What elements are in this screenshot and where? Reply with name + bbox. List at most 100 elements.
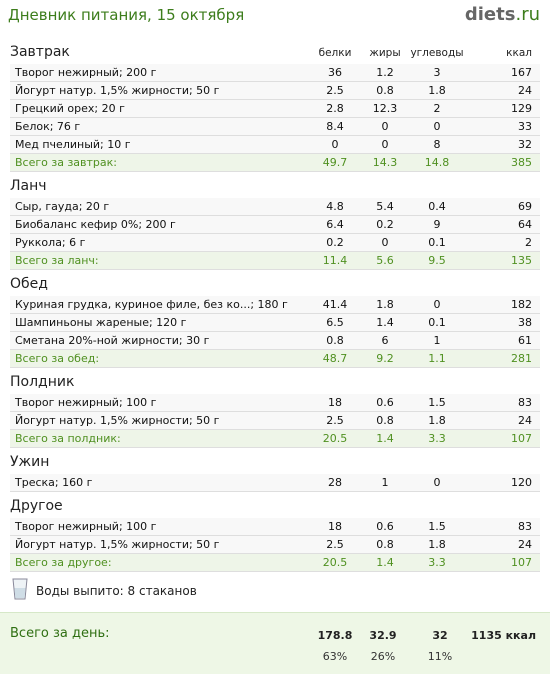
food-row: Сметана 20%-ной жирности; 30 г 0.8 6 1 61	[10, 332, 540, 350]
item-value: 11.4	[322, 254, 348, 267]
item-value: 385	[511, 156, 532, 169]
item-value: 49.7	[322, 156, 348, 169]
day-total-percent: 11%	[427, 650, 453, 663]
column-header: ккал	[506, 47, 532, 59]
item-value: 1.5	[428, 396, 446, 409]
section-title: Полдник	[10, 374, 75, 390]
logo-main: diets	[464, 4, 516, 25]
item-name: Творог нежирный; 100 г	[15, 396, 157, 409]
section-title: Другое	[10, 498, 63, 514]
item-value: 2.5	[326, 538, 344, 551]
item-value: 0	[381, 236, 389, 249]
column-header: жиры	[369, 47, 401, 59]
item-value: 9.2	[376, 352, 394, 365]
item-value: 41.4	[322, 298, 348, 311]
item-value: 9	[433, 218, 441, 231]
item-name: Куриная грудка, куриное филе, без ко...;…	[15, 298, 288, 311]
item-value: 0.8	[326, 334, 344, 347]
item-name: Белок; 76 г	[15, 120, 81, 133]
total-row: Всего за ланч: 11.4 5.6 9.5 135	[10, 252, 540, 270]
section-title: Ланч	[10, 178, 47, 194]
section-title: Ужин	[10, 454, 50, 470]
item-value: 2.8	[326, 102, 344, 115]
item-value: 0	[433, 298, 441, 311]
day-total-label: Всего за день:	[10, 626, 110, 641]
item-value: 8	[433, 138, 441, 151]
item-value: 3.3	[428, 556, 446, 569]
item-value: 1.5	[428, 520, 446, 533]
food-row: Мед пчелиный; 10 г 0 0 8 32	[10, 136, 540, 154]
item-value: 1.4	[376, 432, 394, 445]
item-name: Йогурт натур. 1,5% жирности; 50 г	[15, 414, 220, 427]
item-value: 0	[381, 120, 389, 133]
food-row: Йогурт натур. 1,5% жирности; 50 г 2.5 0.8 1…	[10, 536, 540, 554]
item-value: 18	[328, 396, 342, 409]
item-name: Шампиньоны жареные; 120 г	[15, 316, 187, 329]
food-row: Творог нежирный; 100 г 18 0.6 1.5 83	[10, 394, 540, 412]
food-row: Творог нежирный; 200 г 36 1.2 3 167	[10, 64, 540, 82]
item-value: 1.4	[376, 316, 394, 329]
food-row: Куриная грудка, куриное филе, без ко...;…	[10, 296, 540, 314]
item-value: 28	[328, 476, 342, 489]
item-value: 0.8	[376, 84, 394, 97]
item-name: Грецкий орех; 20 г	[15, 102, 125, 115]
item-value: 8.4	[326, 120, 344, 133]
item-value: 167	[511, 66, 532, 79]
item-name: Биобаланс кефир 0%; 200 г	[15, 218, 176, 231]
item-value: 64	[518, 218, 532, 231]
day-total-percent: 26%	[370, 650, 396, 663]
section-title: Обед	[10, 276, 48, 292]
item-value: 61	[518, 334, 532, 347]
column-header: белки	[318, 47, 352, 59]
item-value: 32	[518, 138, 532, 151]
food-row: Йогурт натур. 1,5% жирности; 50 г 2.5 0.8 1…	[10, 82, 540, 100]
item-value: 24	[518, 538, 532, 551]
food-row: Сыр, гауда; 20 г 4.8 5.4 0.4 69	[10, 198, 540, 216]
item-value: 0.1	[428, 236, 446, 249]
day-total-value: 178.8	[317, 629, 353, 642]
item-value: 18	[328, 520, 342, 533]
item-value: 12.3	[372, 102, 398, 115]
item-value: 0.6	[376, 520, 394, 533]
food-row: Творог нежирный; 100 г 18 0.6 1.5 83	[10, 518, 540, 536]
item-value: 0.8	[376, 538, 394, 551]
item-value: 1.8	[428, 414, 446, 427]
day-total-percent: 63%	[322, 650, 348, 663]
item-name: Треска; 160 г	[15, 476, 93, 489]
item-name: Мед пчелиный; 10 г	[15, 138, 131, 151]
food-row: Грецкий орех; 20 г 2.8 12.3 2 129	[10, 100, 540, 118]
item-value: 24	[518, 84, 532, 97]
item-value: 1.8	[376, 298, 394, 311]
food-row: Руккола; 6 г 0.2 0 0.1 2	[10, 234, 540, 252]
item-name: Всего за другое:	[15, 556, 112, 569]
item-name: Йогурт натур. 1,5% жирности; 50 г	[15, 84, 220, 97]
column-header: углеводы	[410, 47, 464, 59]
item-value: 6.5	[326, 316, 344, 329]
item-value: 0	[433, 120, 441, 133]
item-value: 281	[511, 352, 532, 365]
day-total-value: 1135 ккал	[471, 629, 536, 642]
item-value: 2	[433, 102, 441, 115]
item-value: 1.1	[428, 352, 446, 365]
item-value: 9.5	[428, 254, 446, 267]
item-value: 4.8	[326, 200, 344, 213]
item-name: Всего за завтрак:	[15, 156, 118, 169]
item-value: 6	[381, 334, 389, 347]
item-value: 3.3	[428, 432, 446, 445]
item-value: 2	[525, 236, 532, 249]
food-row: Белок; 76 г 8.4 0 0 33	[10, 118, 540, 136]
day-total-box: Всего за день: 178.8 32.9 32 1135 ккал 63% 26%…	[0, 612, 550, 674]
day-total-value: 32.9	[369, 629, 397, 642]
section-title: Завтрак	[10, 44, 70, 60]
day-total-value: 32	[432, 629, 448, 642]
total-row: Всего за полдник: 20.5 1.4 3.3 107	[10, 430, 540, 448]
total-row: Всего за обед: 48.7 9.2 1.1 281	[10, 350, 540, 368]
item-value: 182	[511, 298, 532, 311]
item-value: 20.5	[322, 432, 348, 445]
item-value: 1.8	[428, 538, 446, 551]
logo-suffix: .ru	[515, 4, 540, 25]
item-name: Сметана 20%-ной жирности; 30 г	[15, 334, 210, 347]
item-value: 107	[511, 432, 532, 445]
item-value: 0	[331, 138, 339, 151]
item-value: 1.2	[376, 66, 394, 79]
